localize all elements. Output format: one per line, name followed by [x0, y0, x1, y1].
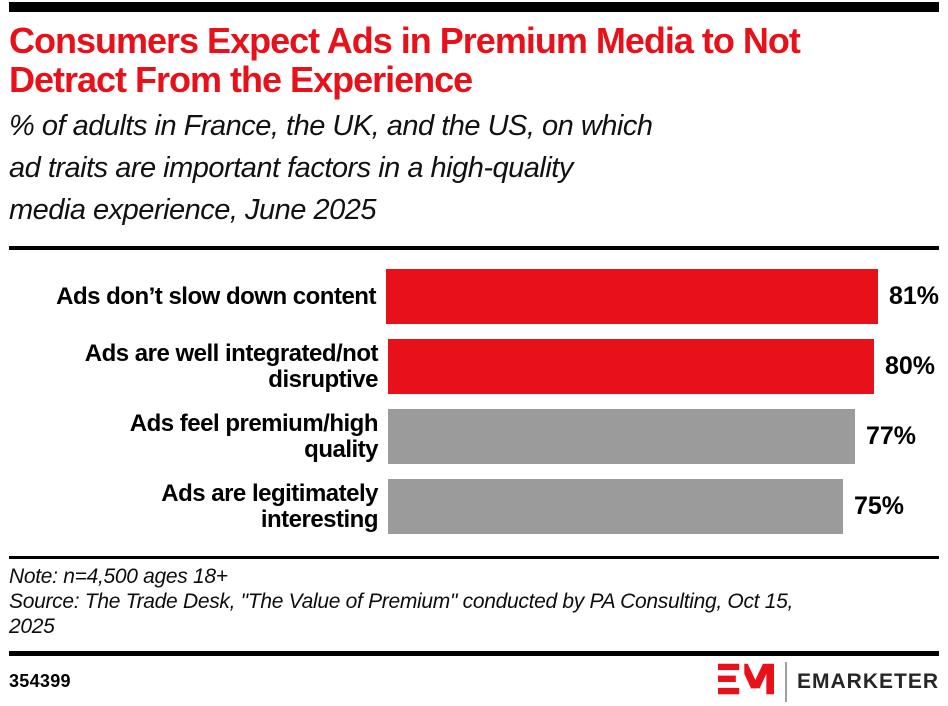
bar: [388, 339, 874, 394]
chart-row: Ads are legitimately interesting 75%: [9, 479, 939, 534]
bar-track: 81%: [385, 269, 939, 324]
bar-track: 80%: [388, 339, 939, 394]
text-line: Consumers Expect Ads in Premium Media to…: [9, 20, 801, 61]
bar-label-line: Ads don’t slow down content: [56, 282, 376, 310]
bar-value: 77%: [866, 422, 917, 450]
bar-label: Ads are well integrated/not disruptive: [9, 339, 388, 393]
bar-value: 81%: [888, 282, 939, 310]
footer-divider: [9, 651, 939, 656]
chart-subtitle: % of adults in France, the UK, and the U…: [9, 105, 939, 231]
bar: [385, 269, 878, 324]
brand-wordmark: EMARKETER: [796, 669, 939, 693]
bar-label-line: interesting: [260, 505, 379, 533]
bar-value: 80%: [885, 352, 936, 380]
text-line: media experience, June 2025: [9, 194, 376, 226]
emarketer-monogram-icon: [717, 661, 774, 702]
chart-row: Ads feel premium/high quality 77%: [9, 409, 939, 464]
text-line: Detract From the Experience: [9, 59, 473, 100]
bar-label-line: disruptive: [268, 365, 378, 393]
footnotes: Note: n=4,500 ages 18+ Source: The Trade…: [9, 564, 939, 639]
text-line: % of adults in France, the UK, and the U…: [9, 110, 653, 142]
logo-divider: [784, 661, 787, 702]
bar-label-line: Ads are legitimately: [161, 479, 378, 507]
bar-track: 77%: [388, 409, 939, 464]
bar-label-line: Ads feel premium/high: [129, 409, 379, 437]
text-line: ad traits are important factors in a hig…: [9, 152, 573, 184]
text-line: 2025: [9, 615, 55, 638]
bar-track: 75%: [388, 479, 939, 534]
top-rule: [9, 2, 939, 12]
chart-row: Ads are well integrated/not disruptive 80%: [9, 339, 939, 394]
bar-label: Ads don’t slow down content: [9, 282, 386, 310]
bar-chart: Ads don’t slow down content 81% Ads are we…: [9, 269, 939, 534]
bar: [388, 409, 855, 464]
bar-label: Ads are legitimately interesting: [9, 479, 388, 533]
note-text: Note: n=4,500 ages 18+: [9, 565, 228, 588]
bar-label-line: quality: [304, 435, 378, 463]
chart-title: Consumers Expect Ads in Premium Media to…: [9, 21, 939, 99]
footnote-divider: [9, 556, 939, 559]
bar-label-line: Ads are well integrated/not: [84, 339, 379, 367]
header-divider: [9, 246, 939, 250]
bar-label: Ads feel premium/high quality: [9, 409, 388, 463]
source-text: Source: The Trade Desk, "The Value of Pr…: [9, 589, 939, 639]
footer: 354399 EMARKETER: [9, 661, 939, 702]
emarketer-logo: EMARKETER: [717, 661, 939, 702]
bar-value: 75%: [854, 492, 905, 520]
chart-id: 354399: [9, 671, 71, 691]
chart-row: Ads don’t slow down content 81%: [9, 269, 939, 324]
bar: [388, 479, 843, 534]
text-line: Source: The Trade Desk, "The Value of Pr…: [9, 590, 794, 613]
